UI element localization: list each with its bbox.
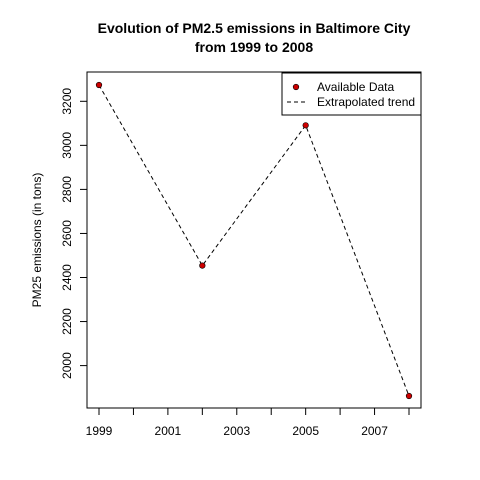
plot-frame xyxy=(86,71,422,409)
legend-label-trend: Extrapolated trend xyxy=(317,95,415,109)
y-tick-label: 3000 xyxy=(60,132,74,159)
trend-line xyxy=(98,84,410,397)
x-tick-label: 2003 xyxy=(223,424,250,438)
y-axis: 2000 2200 2400 2600 2800 3000 3200 xyxy=(60,88,87,379)
x-tick-label: 2007 xyxy=(361,424,388,438)
y-tick-label: 3200 xyxy=(60,88,74,115)
legend: Available Data Extrapolated trend xyxy=(281,72,422,116)
x-tick-label: 2005 xyxy=(292,424,319,438)
chart-title-line2: from 1999 to 2008 xyxy=(195,39,313,55)
legend-point-marker xyxy=(292,83,300,91)
x-axis: 1999 2001 2003 2005 2007 xyxy=(86,408,410,438)
chart-title-line1: Evolution of PM2.5 emissions in Baltimor… xyxy=(98,20,411,36)
x-tick-label: 2001 xyxy=(155,424,182,438)
legend-label-available: Available Data xyxy=(317,80,394,94)
y-tick-label: 2600 xyxy=(60,220,74,247)
legend-box xyxy=(281,72,422,116)
data-point xyxy=(405,392,413,400)
y-tick-label: 2200 xyxy=(60,308,74,335)
data-point xyxy=(199,262,206,269)
y-tick-label: 2800 xyxy=(60,176,74,203)
y-tick-label: 2400 xyxy=(60,264,74,291)
trend-layer xyxy=(98,84,410,397)
x-tick-label: 1999 xyxy=(86,424,113,438)
data-point xyxy=(95,81,103,89)
points-layer xyxy=(95,81,413,400)
data-point xyxy=(302,122,309,129)
y-axis-title: PM25 emissions (in tons) xyxy=(30,173,44,308)
y-tick-label: 2000 xyxy=(60,352,74,379)
